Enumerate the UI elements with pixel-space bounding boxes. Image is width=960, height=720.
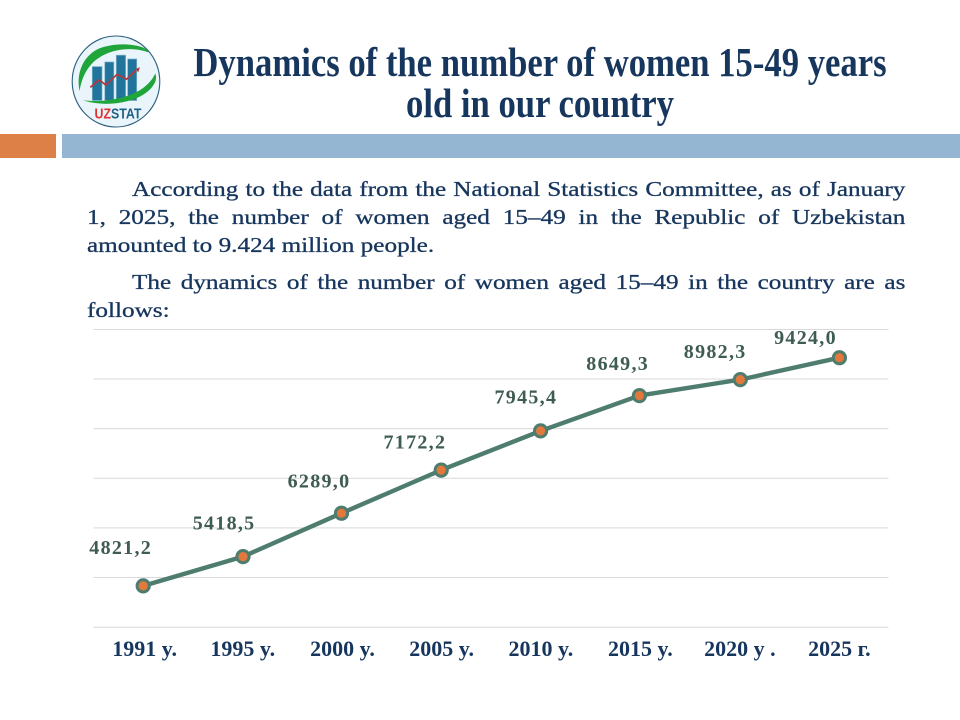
svg-text:7172,2: 7172,2 [383, 432, 446, 454]
svg-text:2010 y.: 2010 y. [509, 636, 574, 661]
svg-text:8982,3: 8982,3 [684, 341, 747, 363]
svg-text:8649,3: 8649,3 [586, 353, 649, 375]
svg-text:2025 г.: 2025 г. [808, 636, 871, 661]
svg-text:UZSTAT: UZSTAT [95, 105, 142, 122]
svg-text:1995 y.: 1995 y. [210, 636, 275, 661]
svg-text:1991 y.: 1991 y. [112, 636, 177, 661]
svg-text:2000 y.: 2000 y. [310, 636, 375, 661]
svg-text:2020 y .: 2020 y . [704, 636, 776, 661]
svg-text:7945,4: 7945,4 [494, 386, 557, 408]
svg-text:6289,0: 6289,0 [288, 471, 351, 493]
svg-text:2005 y.: 2005 y. [409, 636, 474, 661]
svg-text:5418,5: 5418,5 [193, 513, 256, 535]
svg-text:4821,2: 4821,2 [89, 537, 152, 559]
svg-text:9424,0: 9424,0 [774, 327, 837, 349]
svg-text:2015 y.: 2015 y. [608, 636, 673, 661]
